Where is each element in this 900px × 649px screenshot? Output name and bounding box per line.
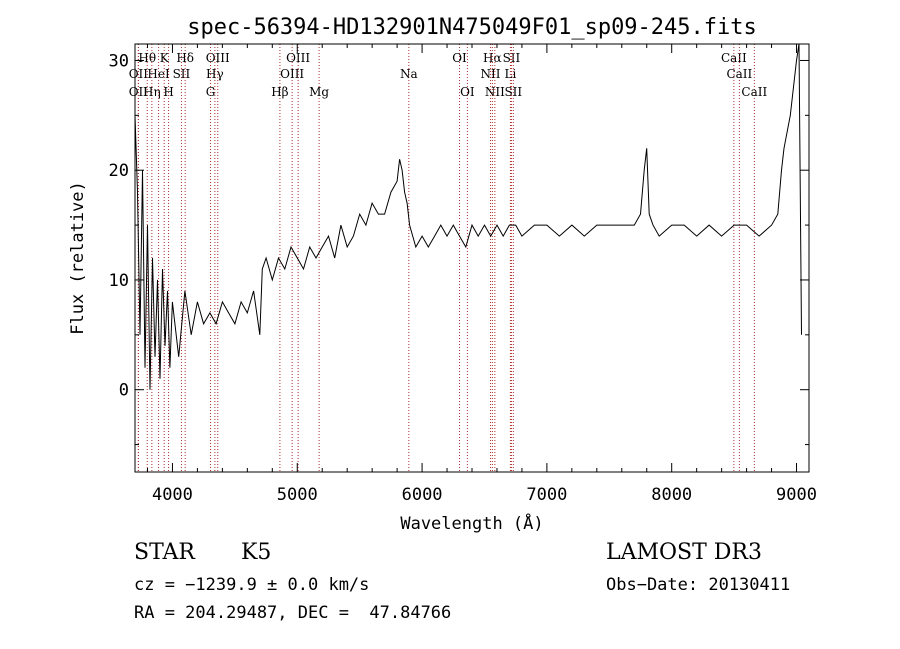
line-label: G	[206, 85, 216, 99]
line-label: Hα	[483, 51, 502, 65]
line-label: Hγ	[206, 67, 224, 81]
coordinates: RA = 204.29487, DEC = 47.84766	[134, 603, 452, 623]
line-label: SII	[504, 85, 522, 99]
object-class: STAR	[134, 540, 195, 565]
line-label: HeI	[147, 67, 170, 81]
x-axis-ticks: 4000 5000 6000 7000 8000 9000	[146, 44, 817, 505]
y-tick-label: 10	[109, 271, 129, 291]
redshift-cz: cz = −1239.9 ± 0.0 km/s	[134, 575, 370, 595]
line-label: OII	[129, 67, 149, 81]
line-label: Hδ	[176, 51, 194, 65]
x-tick-label: 4000	[152, 485, 193, 505]
x-tick-label: 8000	[651, 485, 692, 505]
line-label: OIII	[206, 51, 230, 65]
y-tick-label: 30	[109, 51, 129, 71]
line-label: Mg	[309, 85, 329, 99]
chart-title: spec-56394-HD132901N475049F01_sp09-245.f…	[187, 15, 757, 40]
obs-date: Obs−Date: 20130411	[606, 575, 791, 595]
x-tick-label: 6000	[402, 485, 443, 505]
line-label: NII	[485, 85, 505, 99]
line-label: OIII	[286, 51, 310, 65]
line-label: CaII	[741, 85, 767, 99]
y-tick-label: 20	[109, 161, 129, 181]
line-label: Na	[400, 67, 418, 81]
line-label: CaII	[726, 67, 752, 81]
x-axis-label: Wavelength (Å)	[400, 512, 543, 534]
object-subclass: K5	[241, 540, 272, 565]
line-label: H	[163, 85, 173, 99]
line-label: Li	[505, 67, 517, 81]
line-label: OIII	[280, 67, 304, 81]
line-label: OI	[452, 51, 467, 65]
line-label: CaII	[721, 51, 747, 65]
y-axis-ticks: 0 10 20 30	[109, 51, 809, 446]
spectrum-line	[134, 43, 802, 390]
line-label: K	[160, 51, 170, 65]
line-label: SII	[503, 51, 521, 65]
line-label: NII	[480, 67, 500, 81]
plot-frame	[134, 43, 810, 473]
line-label: Hη	[143, 85, 161, 99]
line-label: OI	[460, 85, 475, 99]
line-label: Hθ	[138, 51, 156, 65]
x-tick-label: 5000	[277, 485, 318, 505]
x-tick-label: 7000	[526, 485, 567, 505]
survey-name: LAMOST DR3	[606, 540, 762, 565]
line-label: SII	[173, 67, 191, 81]
x-tick-label: 9000	[776, 485, 817, 505]
line-label: Hβ	[271, 85, 288, 99]
y-axis-label: Flux (relative)	[68, 181, 88, 335]
y-tick-label: 0	[119, 381, 129, 401]
